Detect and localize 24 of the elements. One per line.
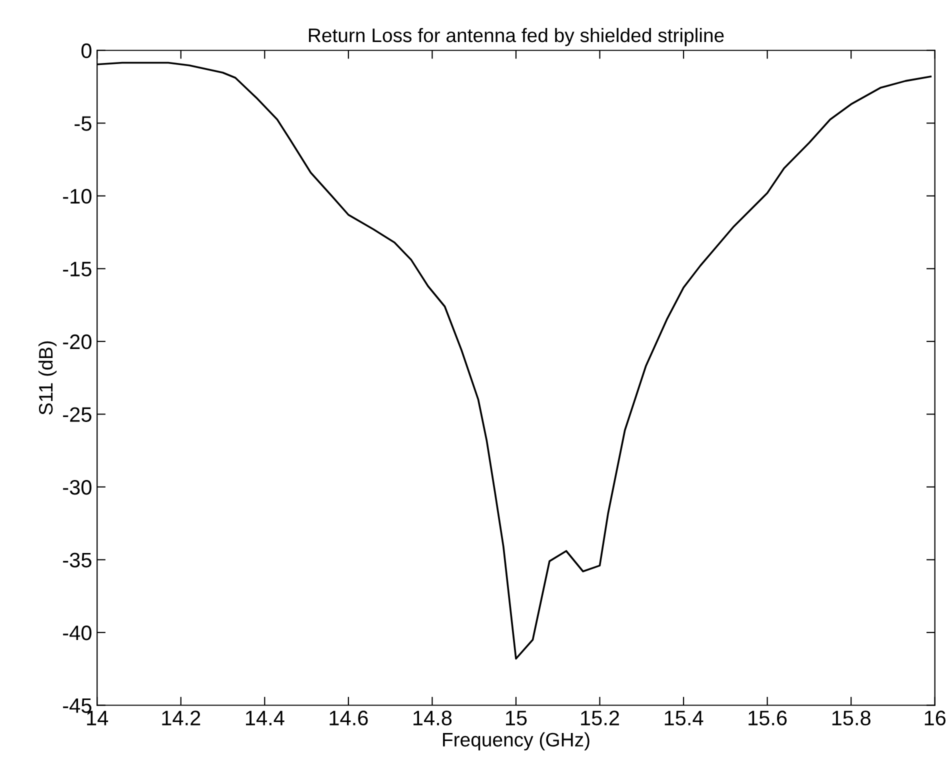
x-tick-label: 14.6 xyxy=(330,710,368,726)
x-tick-label: 14.2 xyxy=(162,710,200,726)
y-tick-label: -40 xyxy=(63,625,92,640)
x-axis-title: Frequency (GHz) xyxy=(443,732,590,750)
x-tick-label: 14.8 xyxy=(414,710,452,726)
y-tick-label: -45 xyxy=(63,698,92,714)
y-tick-label: -10 xyxy=(63,188,92,204)
x-tick-label: 15.8 xyxy=(832,710,870,726)
y-tick-label: -25 xyxy=(63,407,92,422)
y-tick-label: -15 xyxy=(63,262,92,276)
y-tick-label: 0 xyxy=(81,43,92,58)
y-tick-label: -5 xyxy=(74,116,92,131)
chart-title: Return Loss for antenna fed by shielded stripline xyxy=(308,28,724,46)
y-tick-label: -35 xyxy=(63,552,92,568)
x-tick-label: 15.6 xyxy=(748,710,787,726)
x-tick-label: 14 xyxy=(87,710,108,726)
x-tick-label: 14.4 xyxy=(246,710,284,726)
x-tick-label: 15.4 xyxy=(664,710,704,726)
x-tick-label: 15 xyxy=(506,710,527,726)
x-tick-label: 16 xyxy=(924,710,946,726)
y-tick-label: -30 xyxy=(63,480,92,495)
x-tick-label: 15.2 xyxy=(581,710,619,726)
y-axis-title: S11 (dB) xyxy=(38,341,57,415)
y-tick-label: -20 xyxy=(63,334,92,350)
